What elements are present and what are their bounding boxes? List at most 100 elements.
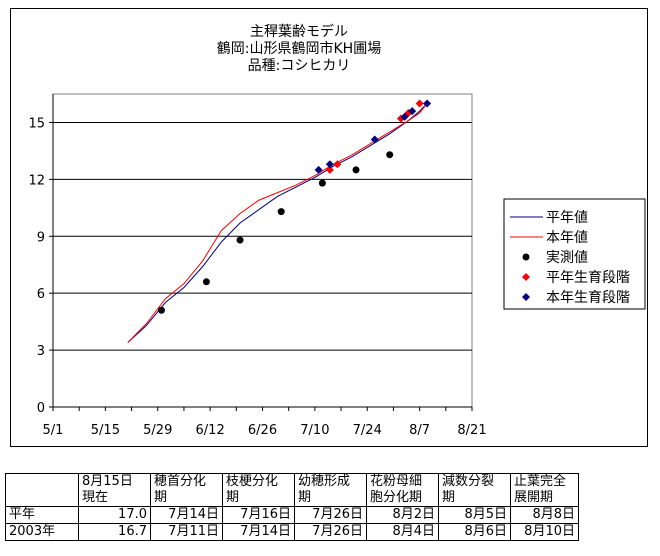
- y-tick-label: 0: [37, 401, 45, 416]
- data-point: [236, 236, 244, 244]
- table-header-line: 8月15日: [82, 474, 133, 489]
- table-header-cell: 枝梗分化期: [222, 473, 295, 507]
- legend-item: 平年値: [510, 210, 588, 226]
- x-tick-label: 8/7: [409, 423, 430, 438]
- series-1: [127, 103, 428, 343]
- data-point: [415, 99, 424, 108]
- series-3: [325, 99, 424, 174]
- x-tick-label: 7/24: [353, 423, 382, 438]
- table-header-line: 期: [442, 490, 456, 505]
- legend-swatch-diamond: [522, 293, 530, 301]
- table-cell: 17.0: [78, 506, 151, 524]
- table-header-line: 減数分裂: [442, 474, 495, 489]
- data-point: [333, 160, 342, 169]
- series-layer: [127, 99, 432, 343]
- x-tick-label: 6/12: [196, 423, 225, 438]
- y-tick-label: 3: [37, 344, 45, 359]
- table-cell: 8月6日: [438, 523, 511, 541]
- table-header-line: 現在: [82, 490, 109, 505]
- table-cell: 7月26日: [294, 523, 367, 541]
- table-cell: 8月4日: [366, 523, 439, 541]
- x-tick-label: 5/29: [143, 423, 172, 438]
- data-point: [325, 165, 334, 174]
- legend-item: 平年生育段階: [522, 270, 630, 286]
- table-header-cell: 減数分裂期: [438, 473, 511, 507]
- data-point: [277, 208, 285, 216]
- table-header-cell: 花粉母細 胞分化期: [366, 473, 439, 507]
- series-0: [127, 103, 428, 343]
- data-point: [423, 99, 432, 108]
- table-header-line: 期: [154, 490, 168, 505]
- table-cell: 8月5日: [438, 506, 511, 524]
- legend-swatch-diamond: [522, 273, 530, 281]
- series-line: [127, 103, 428, 343]
- data-point: [318, 179, 326, 187]
- table-header-line: 穂首分化: [154, 474, 207, 489]
- table-header-line: 展開期: [514, 490, 554, 505]
- x-tick-label: 8/21: [457, 423, 486, 438]
- legend-label: 平年生育段階: [546, 270, 630, 286]
- y-tick-label: 9: [37, 230, 45, 245]
- plot-area: [52, 93, 473, 408]
- table-header-cell: 止葉完全 展開期: [510, 473, 579, 507]
- table-header-cell: 幼穂形成期: [294, 473, 367, 507]
- legend-swatch-circle: [522, 253, 530, 261]
- table-header-line: 止葉完全: [514, 474, 567, 489]
- data-point: [386, 151, 394, 159]
- y-tick-label: 6: [37, 287, 45, 302]
- table-cell: 8月2日: [366, 506, 439, 524]
- table-header-line: 期: [226, 490, 240, 505]
- data-point: [325, 160, 334, 169]
- table-cell: 7月11日: [150, 523, 223, 541]
- table-header-line: 枝梗分化: [226, 474, 279, 489]
- chart-title-line: 主稈葉齢モデル: [250, 23, 348, 40]
- gridlines: [53, 121, 472, 351]
- table-row: 2003年 16.7 7月11日 7月14日 7月26日 8月4日 8月6日 8月10日: [5, 523, 579, 541]
- y-tick-label: 12: [28, 173, 45, 188]
- legend-label: 本年生育段階: [546, 290, 630, 306]
- x-tick-label: 6/26: [248, 423, 277, 438]
- x-tick-label: 5/1: [43, 423, 64, 438]
- table-row-label: 2003年: [5, 523, 79, 541]
- data-point: [352, 166, 360, 174]
- table-cell: 7月26日: [294, 506, 367, 524]
- table-header-line: 胞分化期: [370, 490, 423, 505]
- table-header-cell: 8月15日 現在: [78, 473, 151, 507]
- x-tick-label: 5/15: [91, 423, 120, 438]
- legend-label: 実測値: [546, 250, 588, 266]
- legend-item: 実測値: [522, 250, 588, 266]
- table-header-line: 幼穂形成: [298, 474, 351, 489]
- chart-title-line: 鶴岡:山形県鶴岡市KH圃場: [217, 40, 381, 57]
- table-cell: 16.7: [78, 523, 151, 541]
- table-header-cell: 穂首分化期: [150, 473, 223, 507]
- data-point: [202, 278, 210, 286]
- data-point: [400, 112, 409, 121]
- table-header-row: 8月15日 現在 穂首分化期枝梗分化期幼穂形成期花粉母細 胞分化期 減数分裂期止葉完全展…: [5, 473, 579, 507]
- chart-title-line: 品種:コシヒカリ: [248, 58, 351, 74]
- series-2: [157, 151, 394, 314]
- table-cell: 7月14日: [222, 523, 295, 541]
- table-header-line: 花粉母細: [370, 474, 423, 489]
- legend-item: 本年値: [510, 230, 588, 246]
- data-point: [157, 306, 165, 314]
- table-cell: 8月8日: [510, 506, 579, 524]
- data-point: [370, 135, 379, 144]
- legend-item: 本年生育段階: [522, 290, 630, 306]
- data-point: [314, 165, 323, 174]
- series-line: [127, 103, 428, 343]
- y-tick-label: 15: [28, 116, 45, 131]
- series-4: [314, 99, 432, 174]
- table-cell: 7月14日: [150, 506, 223, 524]
- data-point: [408, 107, 417, 116]
- table-cell: 7月16日: [222, 506, 295, 524]
- legend-label: 平年値: [546, 210, 588, 226]
- table-corner-cell: [5, 473, 79, 507]
- growth-stage-table: 8月15日 現在 穂首分化期枝梗分化期幼穂形成期花粉母細 胞分化期 減数分裂期止葉完全展…: [5, 473, 579, 541]
- axes: 0 3 6 9 12 15 5/1 5/15 5/29 6/12 6/26 7/10 7/24 8/7 8/…: [28, 94, 487, 438]
- legend-label: 本年値: [546, 230, 588, 246]
- table-cell: 8月10日: [510, 523, 579, 541]
- table-header-line: 期: [298, 490, 312, 505]
